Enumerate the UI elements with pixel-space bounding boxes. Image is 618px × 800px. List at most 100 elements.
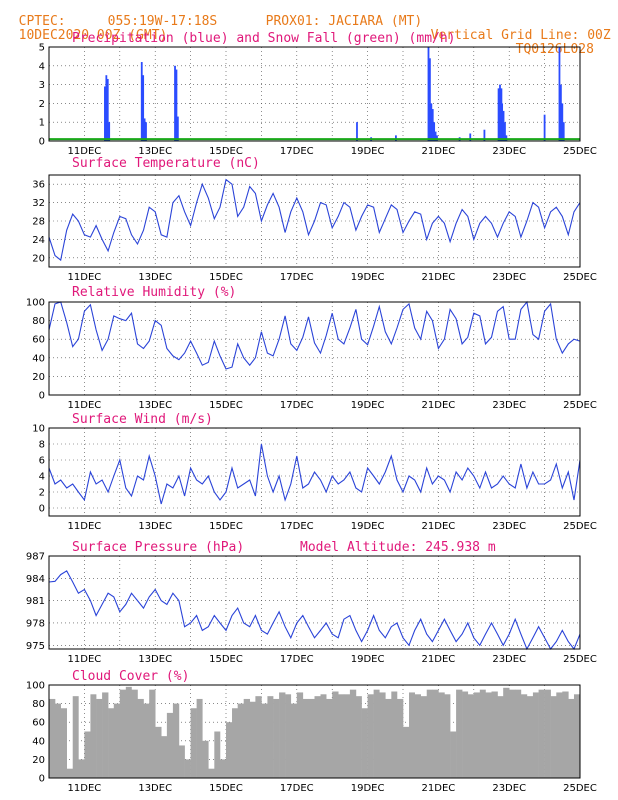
precip-bar [558,47,561,141]
y-tick-label: 6 [39,456,45,467]
series-line [48,300,581,370]
panel-frame [48,46,581,142]
cloud-bar [526,696,534,778]
cloud-bar [232,708,238,778]
header-grid-note-text: Vertical Grid Line: 00Z [430,28,611,43]
header-location-text: PROX01: JACIARA (MT) [265,14,423,29]
y-tick-label: 0 [39,504,45,515]
cloud-bar [267,696,274,778]
cloud-bar [462,691,469,778]
precip-bar [142,75,145,141]
precip-bar [106,78,109,141]
panel-3: 0 2 4 6 8 10 11DEC 13DEC 15DEC 17DEC 19DEC 21DEC 23D… [32,412,597,532]
x-tick-label: 13DEC [138,783,172,794]
precip-bar [145,122,147,141]
cloud-bar [355,696,362,778]
precip-bar [497,88,500,141]
cloud-bar [166,712,174,778]
panel-2: 0 20 40 60 80 100 11DEC 13DEC 15DEC 17DEC 19DEC 21D… [26,285,597,411]
cloud-bar [290,703,298,778]
cloud-bar [444,694,451,778]
x-tick-label: 17DEC [280,272,314,283]
cloud-bar [373,689,380,778]
y-tick-label: 20 [32,253,45,264]
cloud-bar [108,708,115,778]
cloud-bar [361,708,368,778]
precip-bar [504,122,506,141]
panel-title: Precipitation (blue) and Snow Fall (gree… [72,31,456,46]
cloud-bar [137,698,144,778]
cloud-bar [131,689,138,778]
cloud-bar [72,696,79,778]
y-tick-label: 0 [39,137,45,148]
x-tick-label: 23DEC [492,146,526,157]
precip-bar [176,116,179,141]
y-tick-label: 2 [39,488,45,499]
y-tick-label: 987 [26,552,45,563]
cloud-bar [367,694,374,778]
x-tick-label: 17DEC [280,654,314,665]
precip-bar [562,122,565,141]
x-tick-label: 15DEC [209,521,243,532]
x-tick-label: 19DEC [351,521,385,532]
cloud-bar [409,692,415,778]
y-tick-label: 60 [32,718,45,729]
cloud-bar [396,698,404,778]
cloud-bar [49,698,56,778]
series-line [48,570,581,651]
precip-bar [430,103,433,141]
cloud-bar [332,691,339,778]
cloud-bar [556,692,563,778]
x-tick-label: 15DEC [209,272,243,283]
cloud-bar [479,689,486,778]
header-org: CPTEC: [18,14,66,29]
y-tick-label: 60 [32,335,45,346]
panel-title: Cloud Cover (%) [72,669,189,684]
y-tick-label: 2 [39,99,45,110]
panel-4: 975 978 981 984 987 11DEC 13DEC 15DEC 17DEC 19DEC… [26,540,597,665]
header-code: TQ0126L028 [500,29,594,57]
x-tick-label: 19DEC [351,783,385,794]
x-tick-label: 11DEC [68,146,102,157]
x-tick-label: 19DEC [351,146,385,157]
cloud-bar [326,698,333,778]
cloud-bar [520,694,528,778]
y-tick-label: 20 [32,372,45,383]
x-tick-label: 17DEC [280,400,314,411]
cloud-bar [214,731,221,778]
cloud-bar [60,708,67,778]
panel-frame [48,555,581,650]
cloud-bar [237,703,244,778]
cloud-bar [125,686,132,778]
cloud-bar [66,768,74,778]
x-tick-label: 23DEC [492,521,526,532]
cloud-bar [184,759,191,778]
x-tick-label: 19DEC [351,654,385,665]
precip-bar [469,133,472,141]
cloud-bar [113,703,121,778]
y-tick-label: 8 [39,440,45,451]
y-tick-label: 4 [39,472,45,483]
precip-bar [140,62,143,141]
cloud-bar [90,694,97,778]
precip-bar [434,131,437,141]
header-grid-note: Vertical Grid Line: 00Z [415,15,611,43]
y-tick-label: 10 [32,424,45,435]
cloud-bar [338,694,345,778]
cloud-bar [414,694,421,778]
panel-title: Surface Wind (m/s) [72,412,213,427]
cloud-bar [249,701,256,778]
y-tick-label: 100 [26,681,45,692]
y-tick-label: 28 [32,217,45,228]
x-tick-label: 23DEC [492,654,526,665]
precip-bar [427,47,430,141]
cloud-bar [178,745,185,778]
x-tick-label: 25DEC [563,521,597,532]
y-tick-label: 100 [26,298,45,309]
cloud-bar [562,691,569,778]
cloud-bar [226,722,233,778]
cloud-bar [532,692,539,778]
x-tick-label: 11DEC [68,521,102,532]
series-line [48,178,581,262]
x-tick-label: 25DEC [563,654,597,665]
